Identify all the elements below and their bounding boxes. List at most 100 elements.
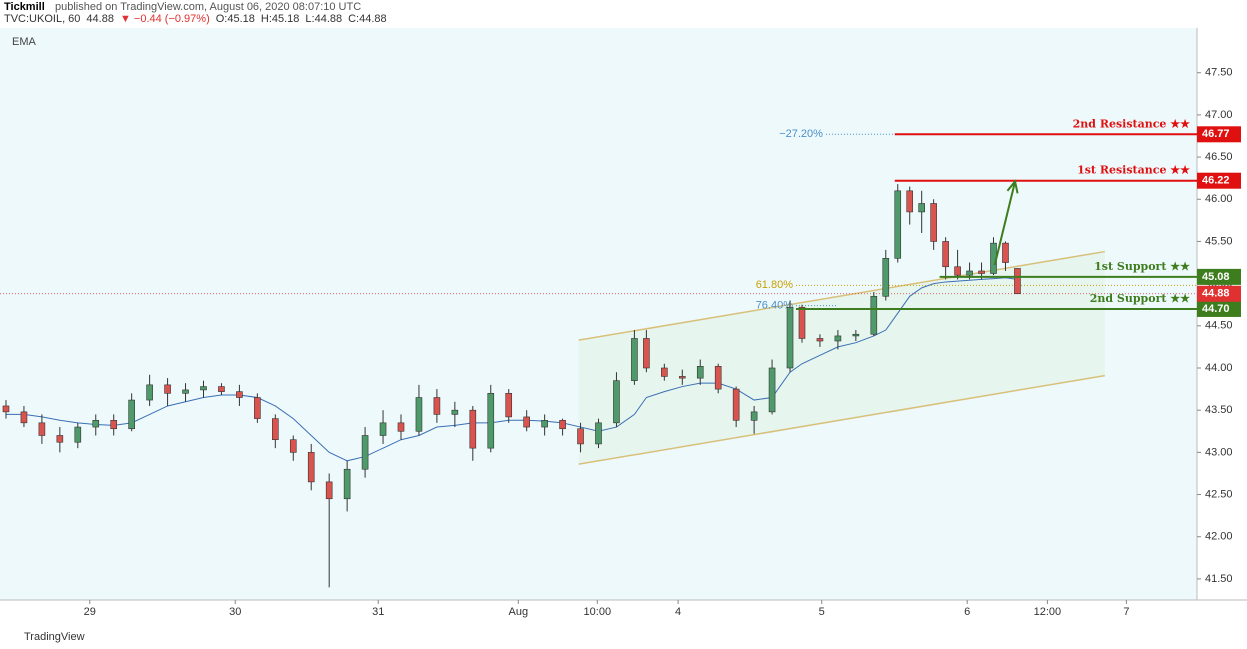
level-name: 2nd Resistance ★★ <box>1073 117 1190 130</box>
candle-body <box>128 399 135 430</box>
candle-body <box>254 397 261 419</box>
x-tick-label: 6 <box>964 606 970 618</box>
candle-body <box>834 335 842 342</box>
candle-body <box>74 426 82 443</box>
quote-text: TVC:UKOIL, 60 <box>4 13 80 25</box>
candle-body <box>343 468 351 500</box>
candle-body <box>816 338 824 342</box>
candle-body <box>146 384 153 401</box>
candle-body <box>523 416 530 428</box>
x-tick-label: 7 <box>1123 606 1129 618</box>
published: published on TradingView.com, August 06,… <box>55 1 361 13</box>
candle-body <box>110 420 118 430</box>
last-price-box <box>1197 285 1241 302</box>
x-tick-label: 10:00 <box>584 606 612 618</box>
arrow-head <box>1006 179 1019 194</box>
candle-body <box>906 190 914 213</box>
candle-body <box>978 270 985 274</box>
ema-line <box>5 277 1018 462</box>
candle-body <box>379 422 387 436</box>
candle-body <box>433 397 441 415</box>
candle-body <box>451 409 459 415</box>
candle-body <box>798 306 806 339</box>
candle-body <box>505 393 513 418</box>
publisher: Tickmill <box>4 1 45 13</box>
candle-body <box>643 338 650 369</box>
fib-label: 61.80% <box>756 279 794 291</box>
channel-fill <box>578 251 1105 465</box>
candle-body <box>200 386 207 391</box>
fib-label: 76.40% <box>756 299 794 311</box>
candle-body <box>918 203 925 213</box>
candle-body <box>487 393 495 449</box>
y-tick-label: 47.00 <box>1205 109 1233 121</box>
candle-body <box>930 203 937 242</box>
candle-body <box>577 428 584 445</box>
y-tick-label: 45.50 <box>1205 235 1233 247</box>
candle-body <box>415 397 423 432</box>
y-tick-label: 46.00 <box>1205 193 1233 205</box>
arrow-shaft <box>993 181 1017 266</box>
candle-body <box>307 452 315 483</box>
candle-body <box>272 418 279 441</box>
level-name: 2nd Support ★★ <box>1090 292 1190 305</box>
candle-body <box>714 366 722 390</box>
candle-body <box>631 338 638 381</box>
candle-body <box>613 380 620 424</box>
level-price: 46.22 <box>1202 175 1230 187</box>
candle-body <box>882 258 890 297</box>
x-tick-label: 31 <box>372 606 384 618</box>
candle-body <box>768 367 776 413</box>
candle-body <box>750 411 758 421</box>
candle-body <box>38 422 46 436</box>
candle-body <box>56 435 64 443</box>
quote-text: ▼ −0.44 (−0.97%) <box>120 13 210 25</box>
y-tick-label: 47.50 <box>1205 67 1233 79</box>
candle-body <box>732 388 740 421</box>
candle-body <box>541 420 548 428</box>
y-tick-label: 46.50 <box>1205 151 1233 163</box>
candle-body <box>325 481 333 500</box>
candle-body <box>469 409 477 449</box>
y-tick-label: 44.50 <box>1205 320 1233 332</box>
candle-body <box>2 405 10 413</box>
y-tick-label: 43.00 <box>1205 446 1233 458</box>
x-tick-label: 30 <box>229 606 241 618</box>
level-name: 1st Support ★★ <box>1094 260 1190 273</box>
y-tick-label: 42.00 <box>1205 531 1233 543</box>
level-price-box <box>1197 300 1241 317</box>
quote-text: O:45.18 <box>216 13 255 25</box>
x-tick-label: 4 <box>675 606 681 618</box>
fib-label: −27.20% <box>779 128 823 140</box>
indicator-label: EMA <box>12 36 37 48</box>
candle-body <box>678 376 686 379</box>
quote-text: 44.88 <box>86 13 114 25</box>
channel-line <box>578 374 1105 465</box>
x-tick-label: 12:00 <box>1034 606 1062 618</box>
candle-body <box>20 411 28 424</box>
candle-body <box>397 422 405 432</box>
candle-body <box>966 270 973 276</box>
quote-text: C:44.88 <box>348 13 387 25</box>
y-tick-label: 41.50 <box>1205 573 1233 585</box>
candle-body <box>1002 242 1009 263</box>
candle-body <box>361 435 369 470</box>
candle-body <box>786 306 794 369</box>
y-tick-label: 42.50 <box>1205 488 1233 500</box>
candle-body <box>661 367 668 377</box>
level-price: 45.08 <box>1202 271 1230 283</box>
quote-text: L:44.88 <box>305 13 342 25</box>
footer: TradingView <box>24 631 85 643</box>
candle-body <box>894 190 902 259</box>
x-tick-label: Aug <box>509 606 529 618</box>
y-tick-label: 43.50 <box>1205 404 1233 416</box>
candle-body <box>559 420 566 430</box>
y-tick-label: 44.00 <box>1205 362 1233 374</box>
candle-body <box>289 439 297 453</box>
candle-body <box>954 266 961 276</box>
candle-body <box>852 333 860 337</box>
channel-line <box>578 250 1105 341</box>
candle-body <box>218 386 225 392</box>
